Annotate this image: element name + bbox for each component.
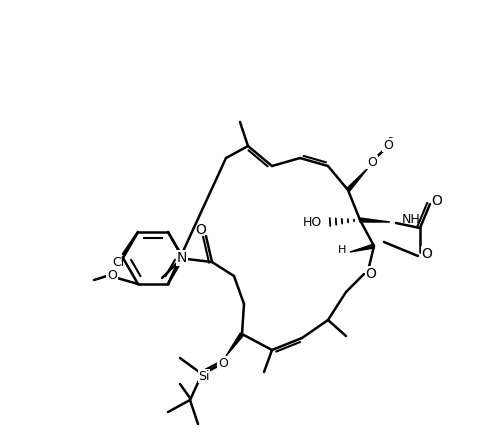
Text: O: O <box>367 155 377 168</box>
Text: HO: HO <box>303 215 322 228</box>
Polygon shape <box>350 244 374 252</box>
Text: O: O <box>386 137 394 147</box>
Polygon shape <box>226 333 244 356</box>
Text: O: O <box>218 357 228 370</box>
Text: O: O <box>366 267 376 281</box>
Text: O: O <box>383 138 393 151</box>
Text: Si: Si <box>198 370 210 383</box>
Text: O: O <box>107 270 117 283</box>
Text: NH: NH <box>402 212 421 225</box>
Text: Cl: Cl <box>112 255 124 268</box>
Polygon shape <box>360 218 390 222</box>
Polygon shape <box>346 168 368 191</box>
Text: N: N <box>177 251 187 265</box>
Text: O: O <box>422 247 432 261</box>
Text: O: O <box>432 194 442 208</box>
Text: H: H <box>338 245 346 255</box>
Text: O: O <box>196 223 206 237</box>
